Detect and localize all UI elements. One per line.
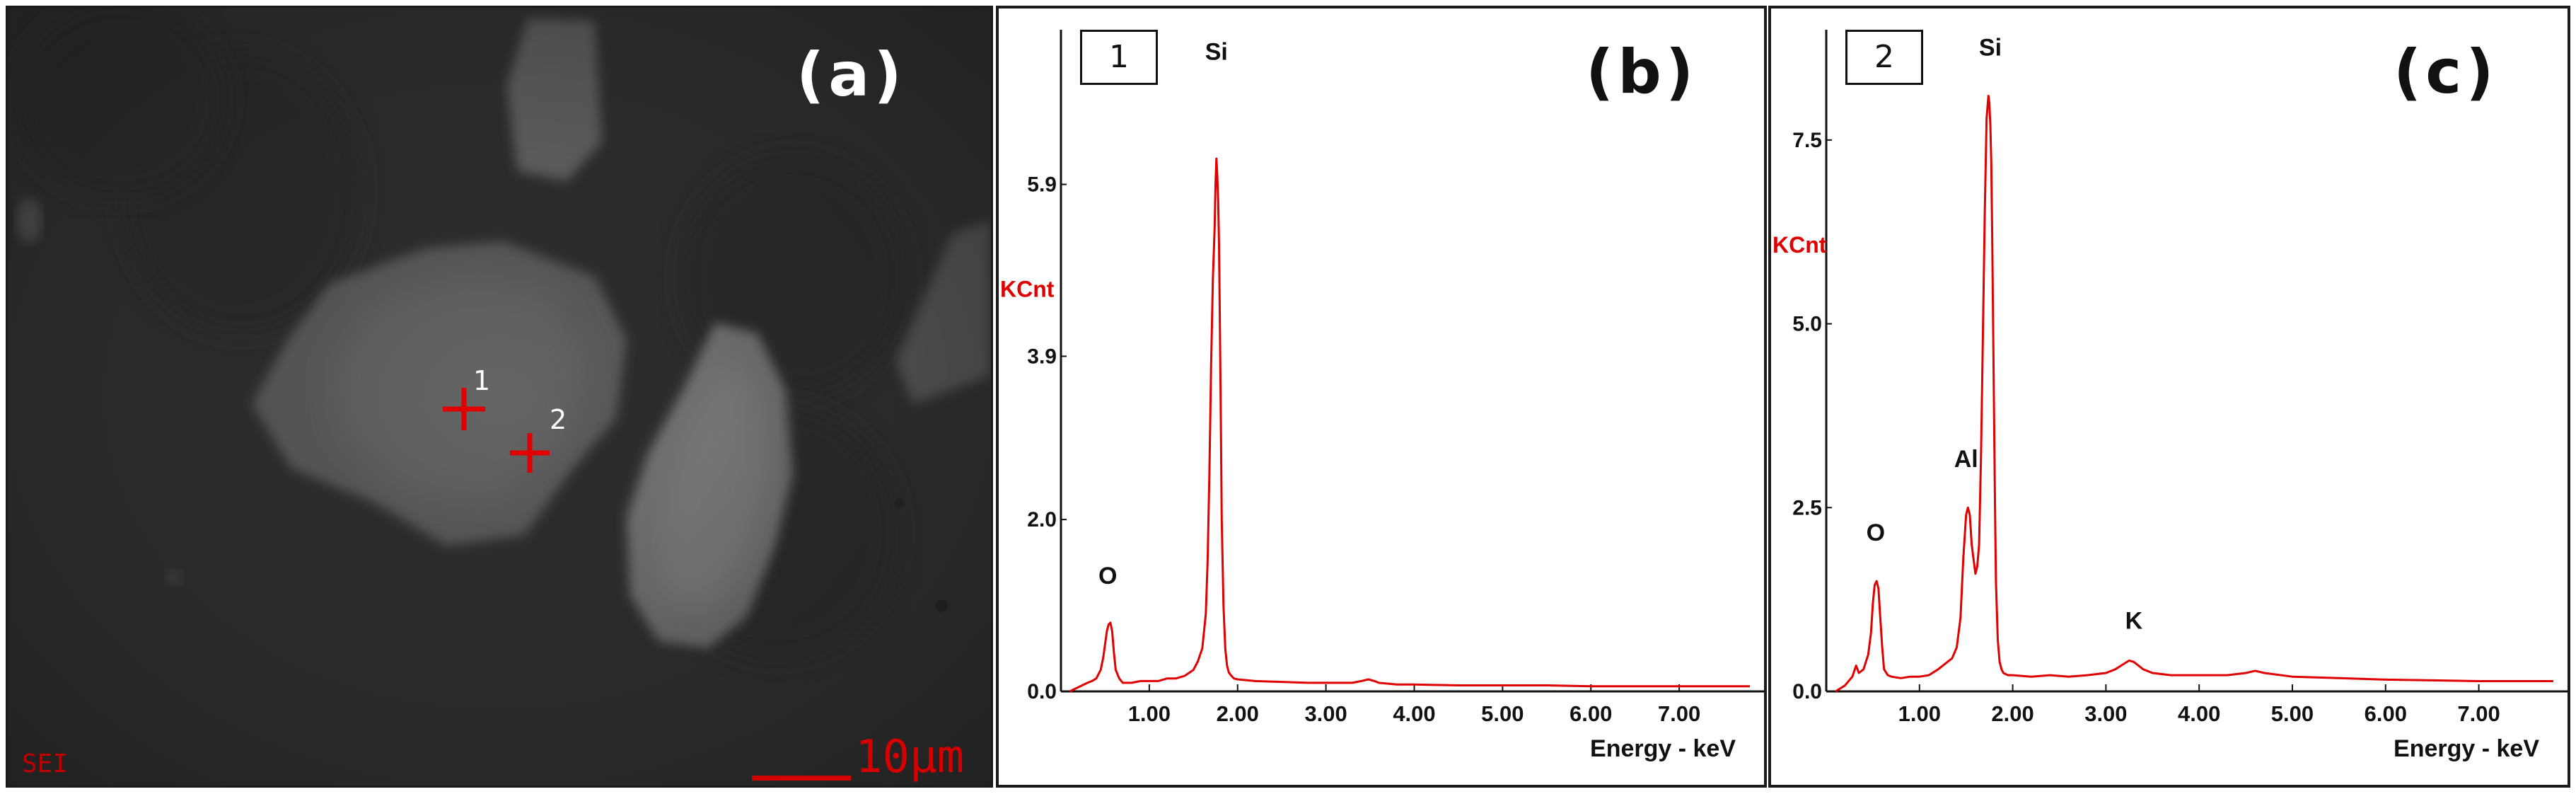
y-tick-label: 3.9 [1027,345,1057,368]
x-axis-label: Energy - keV [1590,735,1736,762]
spectrum-line [1069,157,1750,693]
y-tick-label: 0.0 [1027,680,1057,703]
x-tick-label: 3.00 [1304,701,1347,726]
x-tick-label: 5.00 [1481,701,1524,726]
x-tick-label: 6.00 [2365,701,2407,726]
peak-label-al: Al [1954,446,1978,473]
peak-label-k: K [2125,608,2143,635]
y-axis-label: KCnt [1773,232,1827,258]
x-tick-label: 2.00 [1991,701,2033,726]
panel-label-b: (b) [1586,37,1698,108]
scale-bar-label: 10μm [855,731,965,783]
y-tick-label: 7.5 [1792,129,1822,152]
x-axis-label: Energy - keV [2394,735,2539,762]
spectrum-point-box-1: 1 [1080,30,1158,85]
y-tick-label: 2.5 [1792,496,1822,519]
y-tick-label: 2.0 [1027,508,1057,531]
detector-mode-label: SEI [22,749,69,778]
y-tick-label: 5.9 [1027,173,1057,197]
y-tick-label: 5.0 [1792,313,1822,336]
x-tick-label: 2.00 [1217,701,1259,726]
point-label-1: 1 [473,365,491,396]
peak-label-o: O [1867,519,1885,546]
y-axis-label: KCnt [1000,277,1055,302]
eds-spectrum-chart-c: 0.0 2.5 5.0 7.5 1.00 2.00 3.00 4.00 5.00 6.00 7.00… [1773,30,2568,762]
x-tick-label: 7.00 [1658,701,1700,726]
peak-label-o: O [1098,563,1117,589]
eds-spectrum-chart-b: 0.0 2.0 3.9 5.9 1.00 2.00 3.00 4.00 5.00 6.00 7.00… [1000,30,1764,762]
spectrum-point-box-2: 2 [1845,30,1923,85]
x-tick-label: 4.00 [2178,701,2220,726]
scale-bar [752,776,851,781]
x-tick-label: 4.00 [1393,701,1435,726]
spectrum-line [1835,95,2553,693]
point-marker-2 [510,433,550,473]
peak-label-si: Si [1205,39,1228,66]
peak-label-si: Si [1979,34,2002,61]
x-tick-label: 6.00 [1570,701,1612,726]
x-tick-label: 1.00 [1898,701,1941,726]
eds-spectrum-panel-b: 0.0 2.0 3.9 5.9 1.00 2.00 3.00 4.00 5.00 6.00 7.00… [996,6,1767,788]
sem-image [8,8,991,786]
point-marker-1 [443,388,485,430]
eds-spectrum-panel-c: 0.0 2.5 5.0 7.5 1.00 2.00 3.00 4.00 5.00 6.00 7.00… [1768,6,2570,788]
x-tick-label: 3.00 [2084,701,2127,726]
x-tick-label: 1.00 [1128,701,1171,726]
point-label-2: 2 [550,404,567,435]
panel-label-c: (c) [2394,37,2498,108]
sem-image-panel: (a) 1 2 SEI 10μm [6,6,993,788]
x-tick-label: 5.00 [2271,701,2314,726]
x-tick-label: 7.00 [2457,701,2500,726]
y-tick-label: 0.0 [1792,680,1822,703]
panel-label-a: (a) [796,40,906,110]
